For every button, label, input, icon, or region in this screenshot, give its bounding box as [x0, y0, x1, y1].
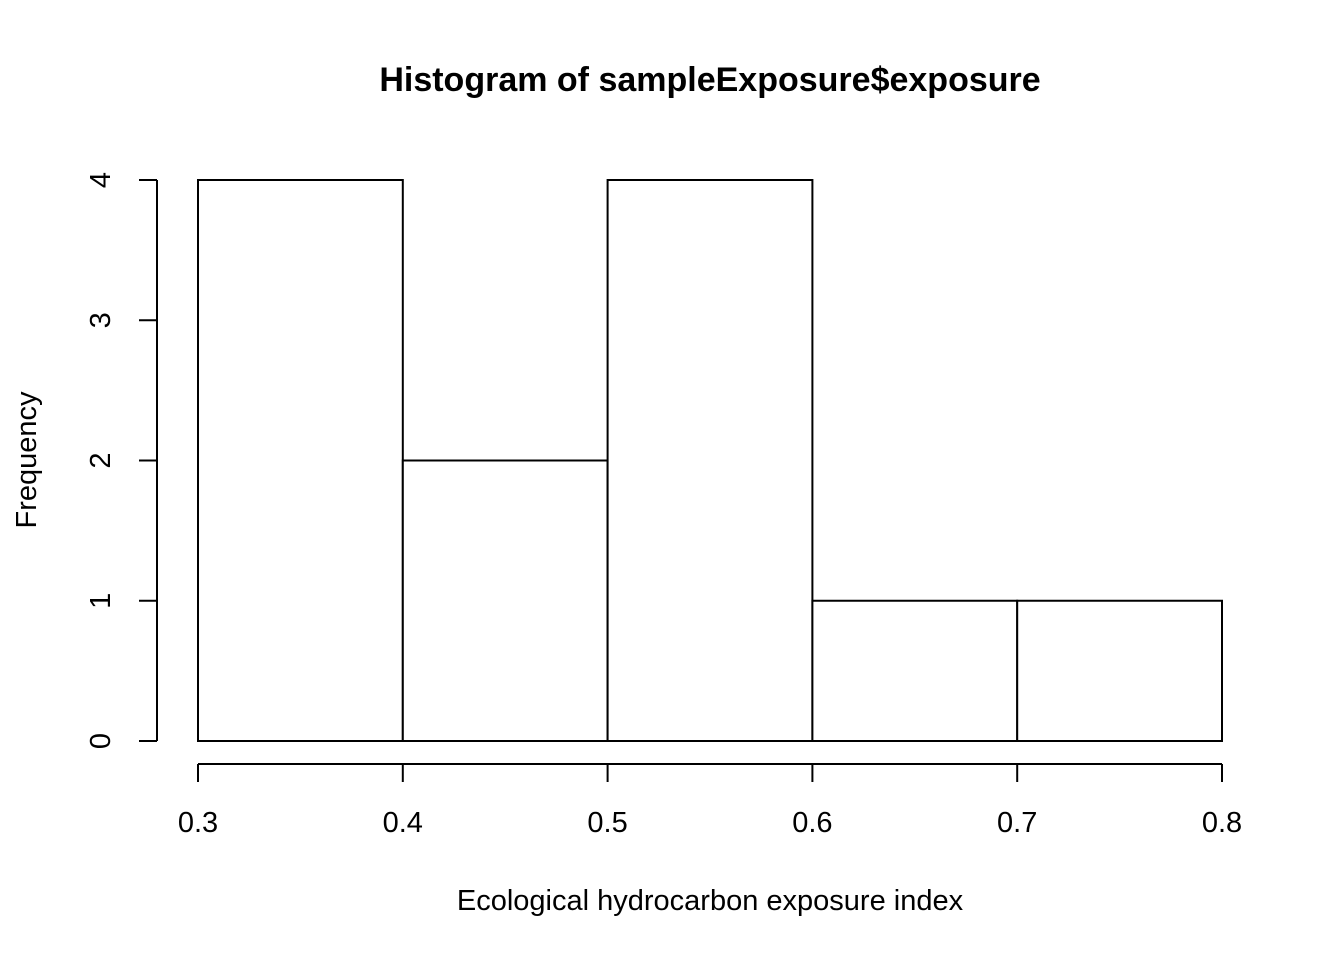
histogram-bar: [811, 599, 1019, 742]
x-axis: 0.3 0.4 0.5 0.6 0.7 0.8: [178, 763, 1242, 839]
histogram-bar: [1016, 599, 1224, 742]
y-axis: 0 1 2 3 4: [85, 172, 158, 749]
bars-group: [197, 179, 1224, 742]
histogram-bar: [197, 179, 404, 742]
y-tick-label: 0: [85, 733, 117, 749]
y-tick-label: 1: [85, 593, 117, 609]
x-tick-label: 0.4: [383, 807, 423, 839]
x-tick-label: 0.3: [178, 807, 218, 839]
y-tick-label: 2: [85, 452, 117, 468]
y-axis-label: Frequency: [11, 391, 43, 529]
histogram-bar: [401, 459, 609, 742]
chart-title: Histogram of sampleExposure$exposure: [379, 61, 1040, 99]
y-tick-label: 4: [85, 172, 117, 188]
x-tick-label: 0.6: [792, 807, 832, 839]
x-tick-label: 0.7: [997, 807, 1037, 839]
histogram-bar: [606, 179, 814, 742]
x-tick-label: 0.5: [587, 807, 627, 839]
x-tick-label: 0.8: [1202, 807, 1242, 839]
x-axis-label: Ecological hydrocarbon exposure index: [457, 885, 964, 917]
y-tick-label: 3: [85, 312, 117, 328]
